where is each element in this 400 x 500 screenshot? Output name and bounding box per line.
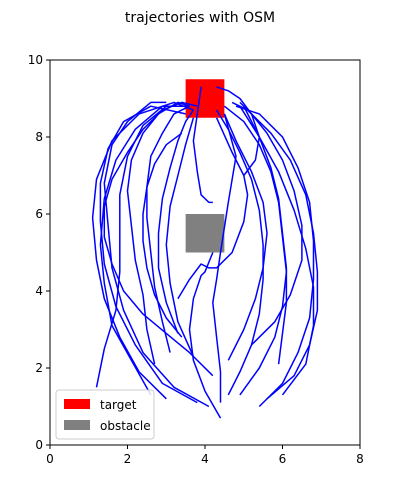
y-tick-label-10: 10	[28, 53, 43, 67]
trajectory-line-19	[243, 105, 288, 365]
trajectory-line-15	[231, 101, 319, 400]
trajectory-line-21	[192, 86, 213, 204]
trajectory-line-7	[146, 105, 190, 353]
trajectory-line-3	[91, 101, 194, 400]
x-tick-label-4: 4	[201, 452, 209, 466]
y-tick-label-2: 2	[35, 361, 43, 375]
legend-label-target: target	[100, 398, 137, 412]
chart-title: trajectories with OSM	[125, 10, 275, 26]
legend-label-obstacle: obstacle	[100, 419, 151, 433]
y-tick-label-4: 4	[35, 284, 43, 298]
trajectory-line-9	[165, 117, 195, 357]
x-tick-label-6: 6	[279, 452, 287, 466]
trajectory-line-24	[103, 101, 214, 377]
legend: target obstacle	[55, 389, 155, 440]
y-tick-label-6: 6	[35, 207, 43, 221]
trajectory-line-17	[239, 101, 303, 346]
trajectory-line-6	[126, 101, 190, 365]
trajectory-line-16	[239, 105, 315, 396]
trajectory-line-20	[212, 113, 237, 403]
y-tick-label-8: 8	[35, 130, 43, 144]
legend-swatch-target	[64, 399, 90, 409]
trajectory-line-5	[95, 105, 190, 388]
axis-ticks: 0 2 4 6 8 0 2 4 6 8 10	[28, 53, 364, 466]
y-tick-label-0: 0	[35, 438, 43, 452]
plot-data-layer	[91, 79, 319, 419]
x-tick-label-0: 0	[46, 452, 54, 466]
trajectory-line-18	[223, 113, 268, 361]
obstacle-region	[185, 214, 225, 253]
trajectory-line-12	[215, 109, 264, 396]
trajectory-line-8	[157, 109, 195, 334]
trajectory-line-22	[216, 86, 261, 176]
trajectory-line-2	[99, 105, 198, 404]
trajectory-line-11	[188, 252, 222, 419]
x-tick-label-2: 2	[124, 452, 132, 466]
trajectory-line-23	[142, 132, 183, 338]
x-tick-label-8: 8	[356, 452, 364, 466]
trajectory-line-14	[235, 105, 315, 408]
trajectory-line-10	[177, 117, 249, 300]
legend-swatch-obstacle	[64, 420, 90, 430]
trajectory-line-4	[99, 105, 190, 396]
